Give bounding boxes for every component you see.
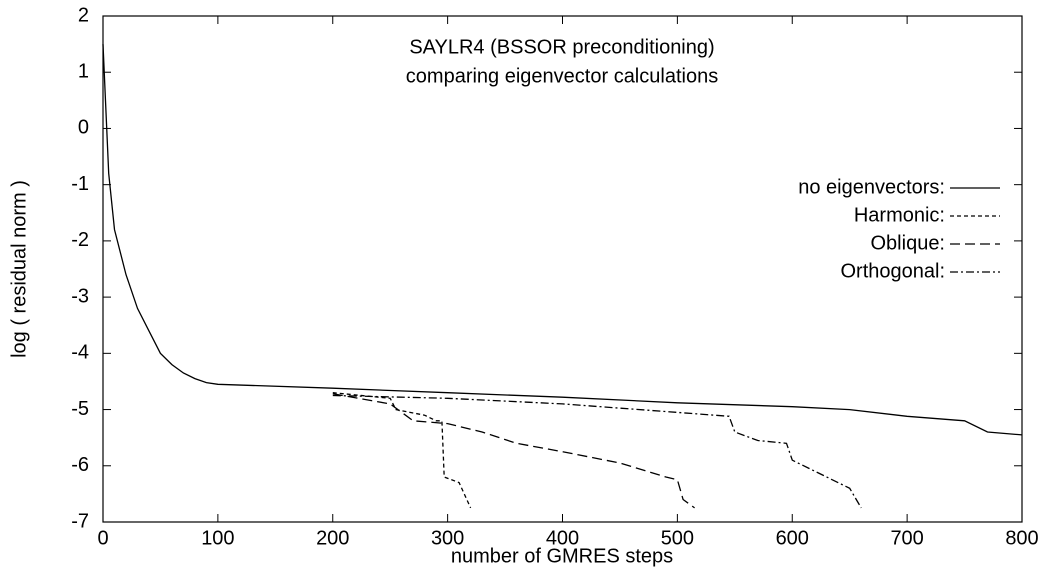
y-tick-label: 2	[78, 4, 89, 26]
x-tick-label: 800	[1005, 527, 1038, 549]
chart-title: SAYLR4 (BSSOR preconditioning)	[409, 36, 714, 58]
x-tick-label: 600	[776, 527, 809, 549]
y-tick-label: -2	[71, 229, 89, 251]
x-tick-label: 700	[890, 527, 923, 549]
y-tick-label: -1	[71, 173, 89, 195]
y-tick-label: -7	[71, 510, 89, 532]
legend-label: Orthogonal:	[840, 260, 945, 282]
y-tick-label: 0	[78, 117, 89, 139]
y-tick-label: -5	[71, 398, 89, 420]
x-tick-label: 500	[661, 527, 694, 549]
x-tick-label: 100	[201, 527, 234, 549]
y-axis-label: log ( residual norm )	[8, 180, 30, 358]
y-tick-label: 1	[78, 61, 89, 83]
chart-subtitle: comparing eigenvector calculations	[406, 65, 718, 87]
series-line	[332, 394, 862, 509]
y-tick-label: -6	[71, 454, 89, 476]
x-axis-label: number of GMRES steps	[451, 545, 673, 567]
series-line	[332, 392, 472, 509]
x-tick-label: 200	[316, 527, 349, 549]
legend-label: Harmonic:	[854, 204, 945, 226]
x-tick-label: 0	[97, 527, 108, 549]
legend-label: Oblique:	[871, 232, 946, 254]
y-tick-label: -4	[71, 342, 89, 364]
x-tick-label: 400	[546, 527, 579, 549]
x-tick-label: 300	[431, 527, 464, 549]
series-line	[332, 393, 695, 509]
series-line	[102, 44, 1023, 436]
legend-label: no eigenvectors:	[798, 176, 945, 198]
y-tick-label: -3	[71, 285, 89, 307]
